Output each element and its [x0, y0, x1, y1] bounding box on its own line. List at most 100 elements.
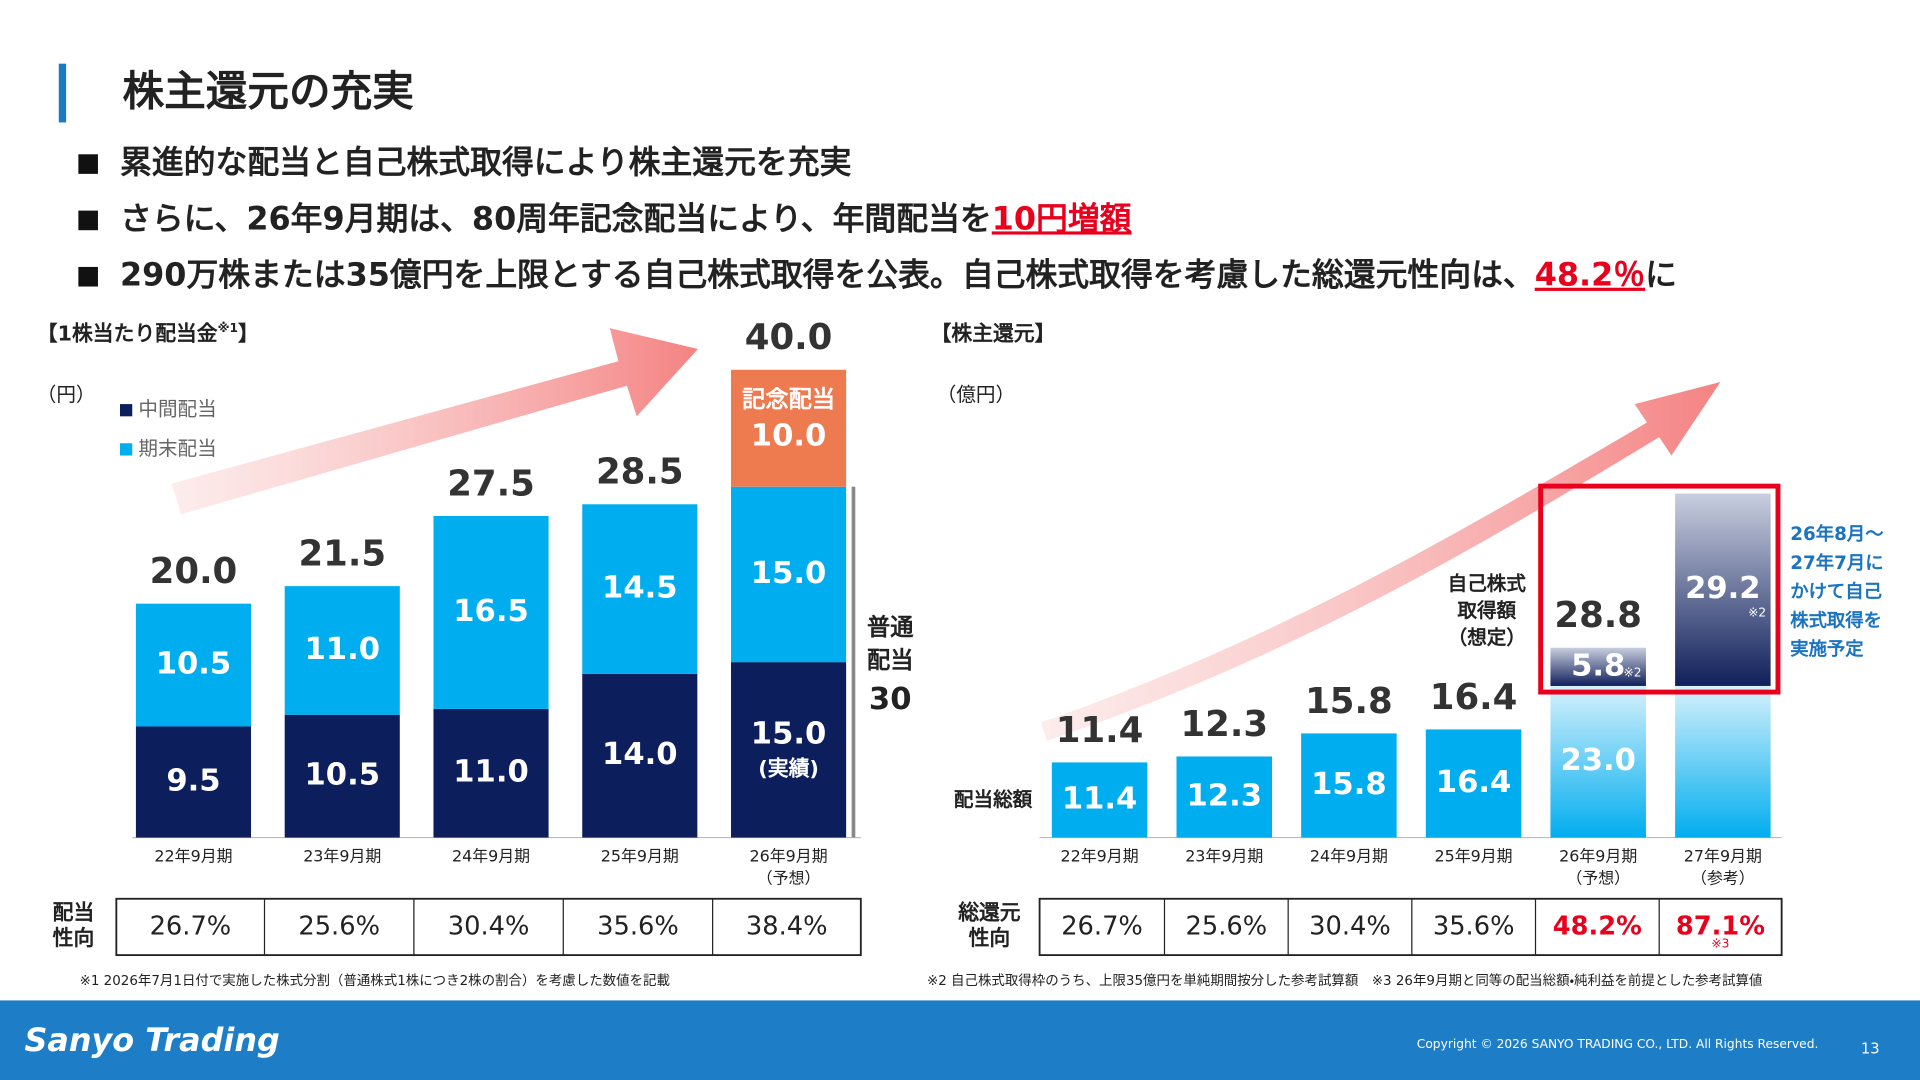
bullet-text: 累進的な配当と自己株式取得により株主還元を充実 [120, 143, 852, 181]
ratio-value: 25.6% [298, 911, 380, 941]
logo: Sanyo Trading [24, 1021, 279, 1059]
bar-segment [433, 515, 549, 709]
bracket-value: 30 [869, 682, 912, 717]
bar-segment [582, 504, 698, 674]
ratio-note: ※3 [1711, 937, 1729, 951]
title-part: 【1株当たり配当金 [37, 321, 218, 345]
trend-arrow [171, 328, 698, 515]
ratio-value: 26.7% [150, 911, 232, 941]
total-label: 16.4 [1430, 677, 1518, 718]
trend-arrow [1040, 382, 1721, 741]
bullet-square [78, 154, 98, 174]
ratio-label: 総還元性向 [957, 900, 1021, 950]
total-label: 28.5 [596, 452, 684, 493]
total-label: 28.8 [1554, 595, 1642, 636]
ratio-value: 87.1% [1676, 911, 1765, 941]
charts: 【1株当たり配当金※1】 （円） 9.5 10.5 20.0 22年9月期 10.5 11.0… [37, 317, 1783, 957]
value-label: 10.0 [751, 419, 827, 454]
title-part: ※1 [218, 321, 238, 335]
value-label: 11.0 [453, 755, 529, 790]
value-label: 14.5 [602, 571, 678, 606]
legend-swatch [120, 404, 133, 417]
bullet-part: 48.2％ [1535, 256, 1645, 294]
bar-segment [433, 708, 549, 838]
value-label: 15.0 [751, 717, 827, 752]
series-name: 配当総額 [954, 787, 1033, 810]
bullet-part: 10円増額 [992, 199, 1132, 237]
total-label: 27.5 [447, 463, 535, 504]
x-tick-label: 22年9月期 [1061, 847, 1139, 866]
value-label: 23.0 [1560, 743, 1636, 778]
bullet-square [78, 266, 98, 287]
ratio-value: 38.4% [746, 911, 828, 941]
bar-segment [1675, 685, 1771, 838]
ratio-value: 48.2% [1553, 911, 1642, 941]
copyright: Copyright © 2026 SANYO TRADING CO., LTD.… [1417, 1037, 1819, 1051]
annotation: 26年8月～ 27年7月にかけて自己株式取得を実施予定 [1790, 523, 1884, 660]
legend-label: 中間配当 [138, 398, 216, 421]
title-part: 【株主還元】 [931, 321, 1056, 345]
ratio-value: 30.4% [1309, 911, 1391, 941]
bar-segment [284, 714, 400, 838]
x-tick-label: 26年9月期 [750, 847, 828, 866]
legend-swatch [120, 443, 133, 456]
x-tick-note: （予想） [757, 869, 821, 888]
x-tick-label: 25年9月期 [601, 847, 679, 866]
value-label: 15.0 [751, 556, 827, 591]
bar-segment [1550, 647, 1646, 686]
bar-segment [1301, 733, 1397, 838]
value-note: (実績) [758, 756, 819, 780]
x-tick-label: 24年9月期 [452, 847, 530, 866]
ratio-value: 35.6% [597, 911, 679, 941]
bar-segment [582, 673, 698, 838]
x-tick-label: 23年9月期 [1185, 847, 1263, 866]
total-label: 15.8 [1305, 681, 1393, 722]
footer-band [0, 1000, 1920, 1080]
x-tick-label: 24年9月期 [1310, 847, 1388, 866]
ratio-table [1038, 897, 1783, 957]
bar-segment [731, 486, 847, 663]
value-label: 14.0 [602, 737, 678, 772]
x-tick-label: 22年9月期 [154, 847, 232, 866]
value-label: 16.4 [1436, 765, 1512, 800]
ratio-value: 35.6% [1433, 911, 1515, 941]
chart-title: 【1株当たり配当金※1】 [37, 321, 259, 346]
bullet-part: 290万株または35億円を上限とする自己株式取得を公表。自己株式取得を考慮した総… [120, 256, 1535, 294]
bullet-square [78, 210, 98, 231]
bar-segment [1675, 493, 1771, 686]
value-label: 11.0 [304, 632, 380, 667]
bar-segment [135, 603, 252, 727]
ratio-value: 25.6% [1185, 911, 1267, 941]
footnote: ※1 2026年7月1日付で実施した株式分割（普通株式1株につき2株の割合）を考… [80, 973, 670, 989]
bar-segment [135, 726, 252, 838]
value-label: 11.4 [1062, 781, 1138, 816]
footnote: ※2 自己株式取得枠のうち、上限35億円を単純期間按分した参考試算額 ※3 26… [927, 972, 1763, 989]
ratio-label: 配当性向 [53, 900, 95, 950]
total-label: 11.4 [1056, 710, 1144, 751]
total-label: 12.3 [1180, 704, 1268, 745]
unit-label: （億円） [937, 383, 1015, 406]
bar-segment [284, 586, 400, 715]
total-label: 21.5 [298, 534, 386, 575]
ratio-value: 30.4% [448, 911, 530, 941]
x-tick-label: 25年9月期 [1435, 847, 1513, 866]
value-label: 10.5 [156, 647, 232, 682]
bar-segment [731, 369, 847, 487]
ratio-table [115, 897, 862, 957]
bullet-part: 累進的な配当と自己株式取得により株主還元を充実 [120, 143, 852, 181]
value-note: ※2 [1623, 665, 1641, 679]
bullet-part: に [1645, 256, 1677, 294]
title-part: 】 [238, 321, 259, 345]
bracket-label: 普通配当 [867, 614, 914, 674]
bar-segment [1051, 762, 1148, 838]
x-tick-label: 23年9月期 [303, 847, 381, 866]
total-label: 40.0 [745, 317, 833, 358]
x-tick-note: （予想） [1566, 869, 1630, 888]
slide-title: 株主還元の充実 [122, 66, 414, 115]
value-label: 5.8 [1571, 648, 1625, 683]
ratio-value: 26.7% [1061, 911, 1143, 941]
chart-title: 【株主還元】 [931, 321, 1056, 345]
value-label: 9.5 [166, 764, 220, 799]
value-note: ※2 [1748, 605, 1766, 619]
